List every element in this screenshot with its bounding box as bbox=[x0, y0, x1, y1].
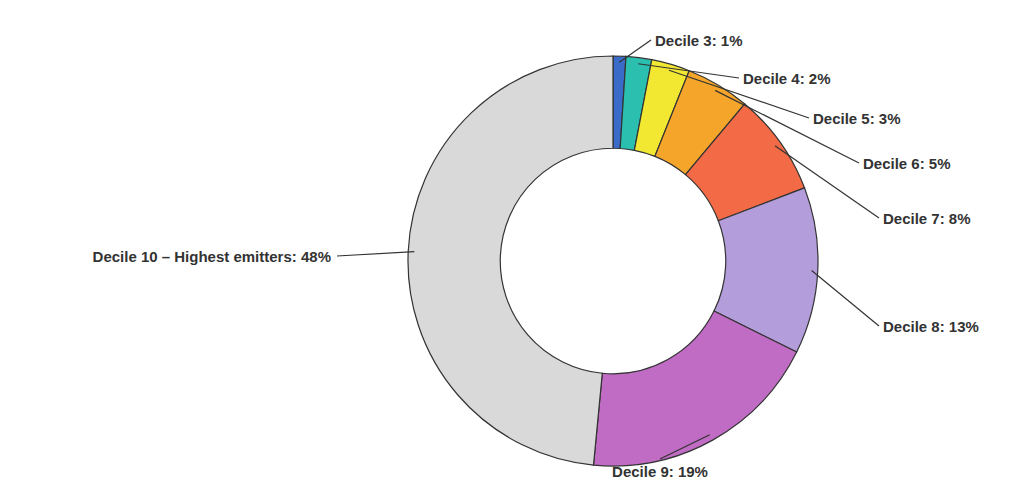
svg-text:Decile 7: 8%: Decile 7: 8% bbox=[883, 210, 971, 227]
svg-text:Decile 10 – Highest emitters:: Decile 10 – Highest emitters: 48% bbox=[93, 248, 331, 265]
svg-text:Decile 6: 5%: Decile 6: 5% bbox=[863, 155, 951, 172]
svg-text:Decile 8: 13%: Decile 8: 13% bbox=[883, 318, 979, 335]
svg-text:Decile 3: 1%: Decile 3: 1% bbox=[655, 32, 743, 49]
svg-text:Decile 9: 19%: Decile 9: 19% bbox=[612, 463, 708, 480]
svg-text:Decile 5: 3%: Decile 5: 3% bbox=[813, 110, 901, 127]
svg-text:Decile 4: 2%: Decile 4: 2% bbox=[743, 70, 831, 87]
